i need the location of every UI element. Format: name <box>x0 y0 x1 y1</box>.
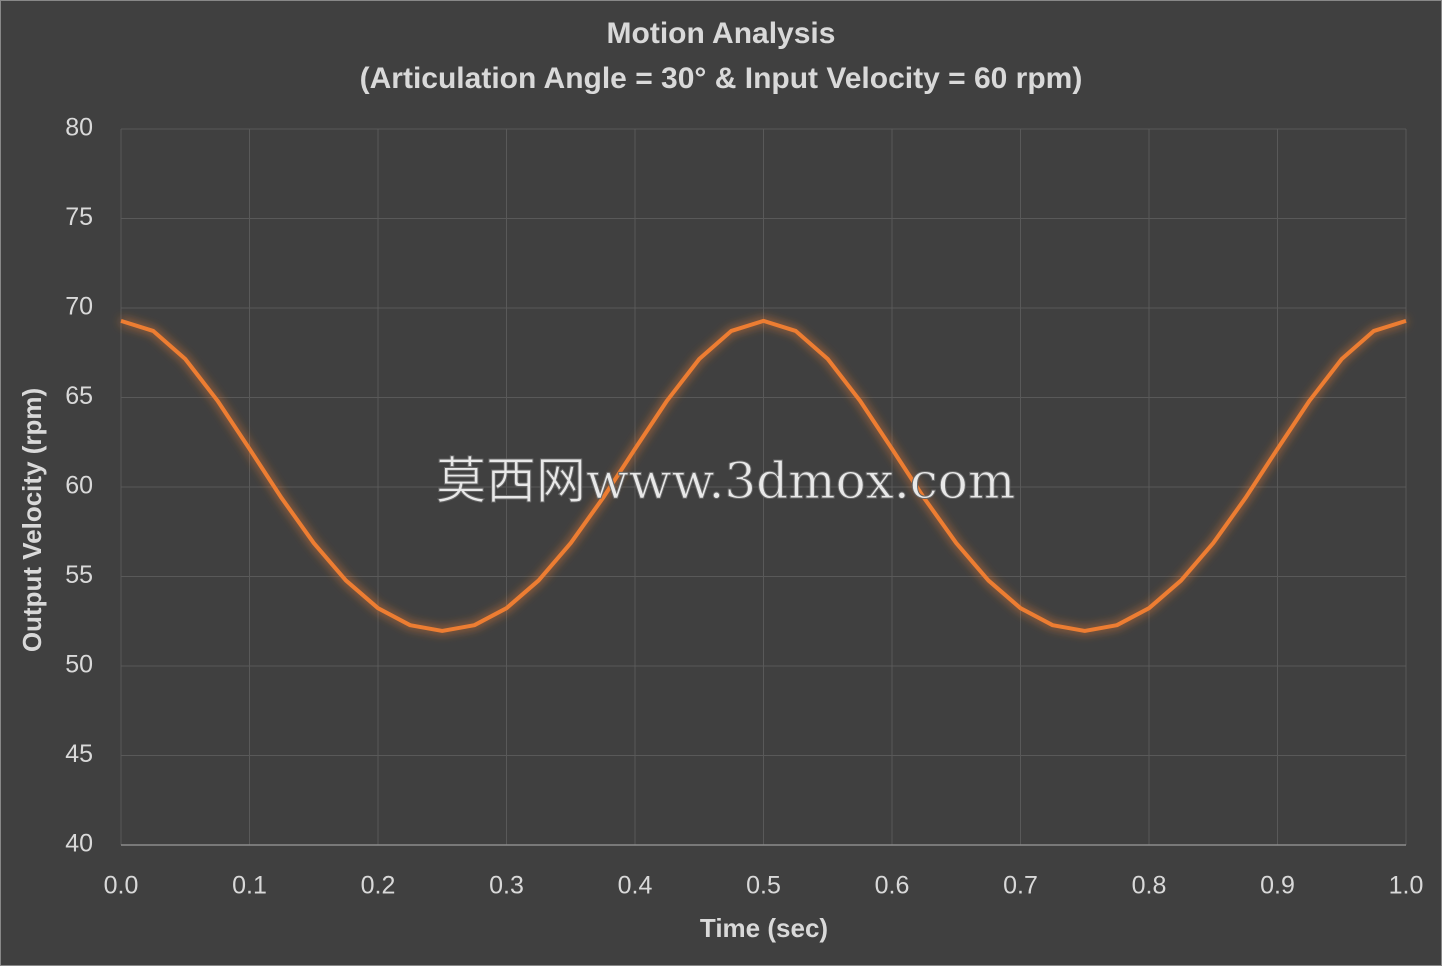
x-axis-title: Time (sec) <box>700 913 828 943</box>
y-tick-label: 65 <box>65 382 93 410</box>
y-tick-label: 55 <box>65 561 93 589</box>
y-tick-label: 75 <box>65 203 93 231</box>
x-tick-label: 1.0 <box>1389 872 1424 900</box>
x-tick-label: 0.7 <box>1003 872 1038 900</box>
y-tick-label: 45 <box>65 740 93 768</box>
x-tick-label: 0.0 <box>104 872 139 900</box>
x-tick-label: 0.9 <box>1260 872 1295 900</box>
chart-subtitle: (Articulation Angle = 30° & Input Veloci… <box>360 62 1083 95</box>
x-tick-label: 0.2 <box>361 872 396 900</box>
x-tick-label: 0.3 <box>489 872 524 900</box>
line-series <box>120 318 1407 633</box>
x-tick-label: 0.1 <box>232 872 267 900</box>
x-tick-label: 0.5 <box>746 872 781 900</box>
chart-title: Motion Analysis <box>607 17 836 50</box>
x-tick-label: 0.4 <box>618 872 653 900</box>
y-tick-label: 80 <box>65 114 93 142</box>
y-tick-label: 70 <box>65 293 93 321</box>
y-tick-label: 40 <box>65 830 93 858</box>
y-tick-label: 50 <box>65 651 93 679</box>
x-tick-label: 0.8 <box>1132 872 1167 900</box>
x-tick-label: 0.6 <box>875 872 910 900</box>
watermark: 莫西网www.3dmox.com <box>436 452 1015 510</box>
y-axis-title: Output Velocity (rpm) <box>17 388 47 652</box>
y-tick-label: 60 <box>65 472 93 500</box>
